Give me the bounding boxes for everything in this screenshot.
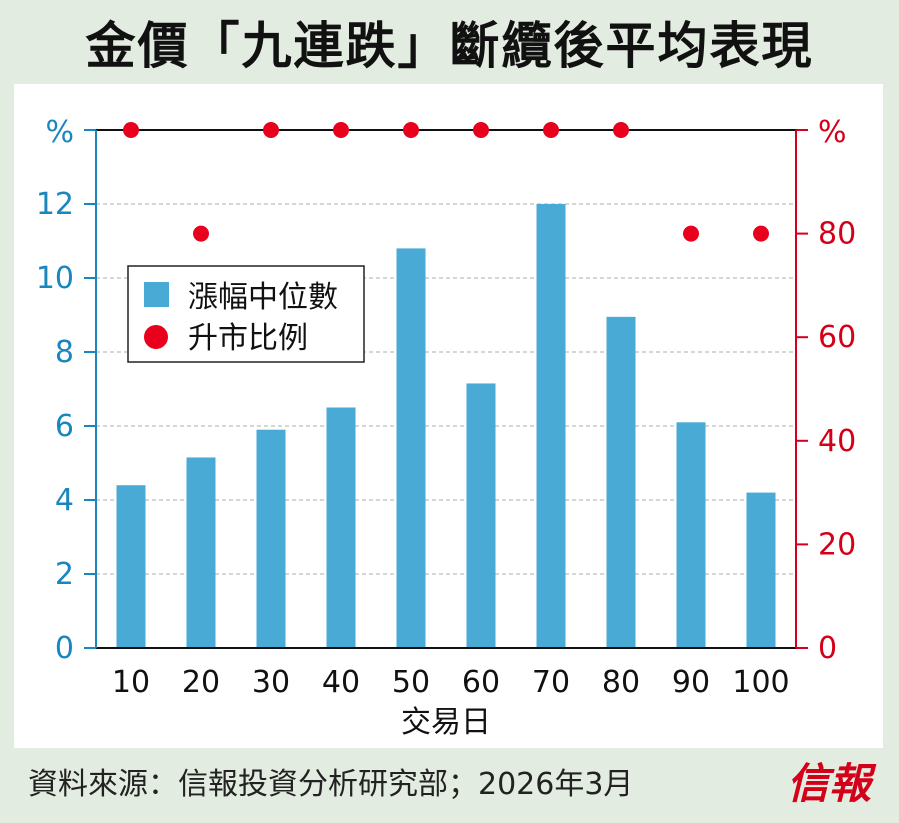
dot-20: [193, 225, 209, 242]
bar-80: [606, 316, 636, 648]
dot-50: [403, 122, 419, 138]
legend-dot-label: 升市比例: [188, 321, 308, 356]
left-tick-label: 0: [55, 631, 74, 666]
right-tick-label: 80: [818, 217, 856, 252]
legend-dot-swatch: [144, 325, 168, 349]
chart-title: 金價「九連跌」斷纜後平均表現: [85, 17, 814, 75]
x-tick-label: 20: [182, 665, 220, 700]
brand-logo: 信報: [786, 758, 871, 808]
legend-bar-label: 漲幅中位數: [188, 280, 338, 315]
right-tick-label: 20: [818, 527, 856, 562]
left-tick-label: 2: [55, 557, 74, 592]
right-axis-unit: %: [818, 115, 847, 150]
bar-20: [186, 457, 216, 648]
left-tick-label: 12: [36, 187, 74, 222]
bar-90: [676, 422, 706, 648]
x-tick-label: 90: [672, 665, 710, 700]
chart-svg: 0 2 4 6 8 10 12% 0 20 40 60 80% 10 20 30 40 50 60 70 80 90 10…: [36, 115, 856, 740]
dot-60: [473, 122, 489, 138]
bar-30: [256, 429, 286, 648]
left-tick-label: 4: [55, 483, 74, 518]
source-note: 資料來源：信報投資分析研究部；2026年3月: [28, 767, 634, 802]
x-tick-label: 30: [252, 665, 290, 700]
left-tick-label: 10: [36, 261, 74, 296]
right-tick-label: 0: [818, 631, 837, 666]
left-tick-label: 6: [55, 409, 74, 444]
dot-70: [543, 122, 559, 138]
x-tick-label: 50: [392, 665, 430, 700]
bar-40: [326, 407, 356, 648]
x-tick-label: 40: [322, 665, 360, 700]
bar-50: [396, 248, 426, 648]
dot-30: [263, 122, 279, 138]
left-tick-label: 8: [55, 335, 74, 370]
dot-80: [613, 122, 629, 138]
x-tick-label: 60: [462, 665, 500, 700]
x-tick-label: 10: [112, 665, 150, 700]
x-tick-label: 70: [532, 665, 570, 700]
right-tick-label: 60: [818, 320, 856, 355]
chart-panel: 0 2 4 6 8 10 12% 0 20 40 60 80% 10 20 30 40 50 60 70 80 90 10…: [14, 84, 883, 748]
dot-10: [123, 122, 139, 138]
dot-40: [333, 122, 349, 138]
bar-70: [536, 204, 566, 648]
dot-100: [753, 225, 769, 242]
x-tick-label: 100: [732, 665, 789, 700]
bar-60: [466, 383, 496, 648]
left-axis-unit: %: [45, 115, 74, 150]
legend-box: [127, 265, 365, 363]
x-axis-label: 交易日: [401, 705, 491, 740]
legend-bar-swatch: [144, 282, 169, 307]
bar-100: [746, 492, 776, 648]
right-tick-label: 40: [818, 424, 856, 459]
dot-90: [683, 225, 699, 242]
x-tick-label: 80: [602, 665, 640, 700]
bar-10: [116, 485, 146, 648]
